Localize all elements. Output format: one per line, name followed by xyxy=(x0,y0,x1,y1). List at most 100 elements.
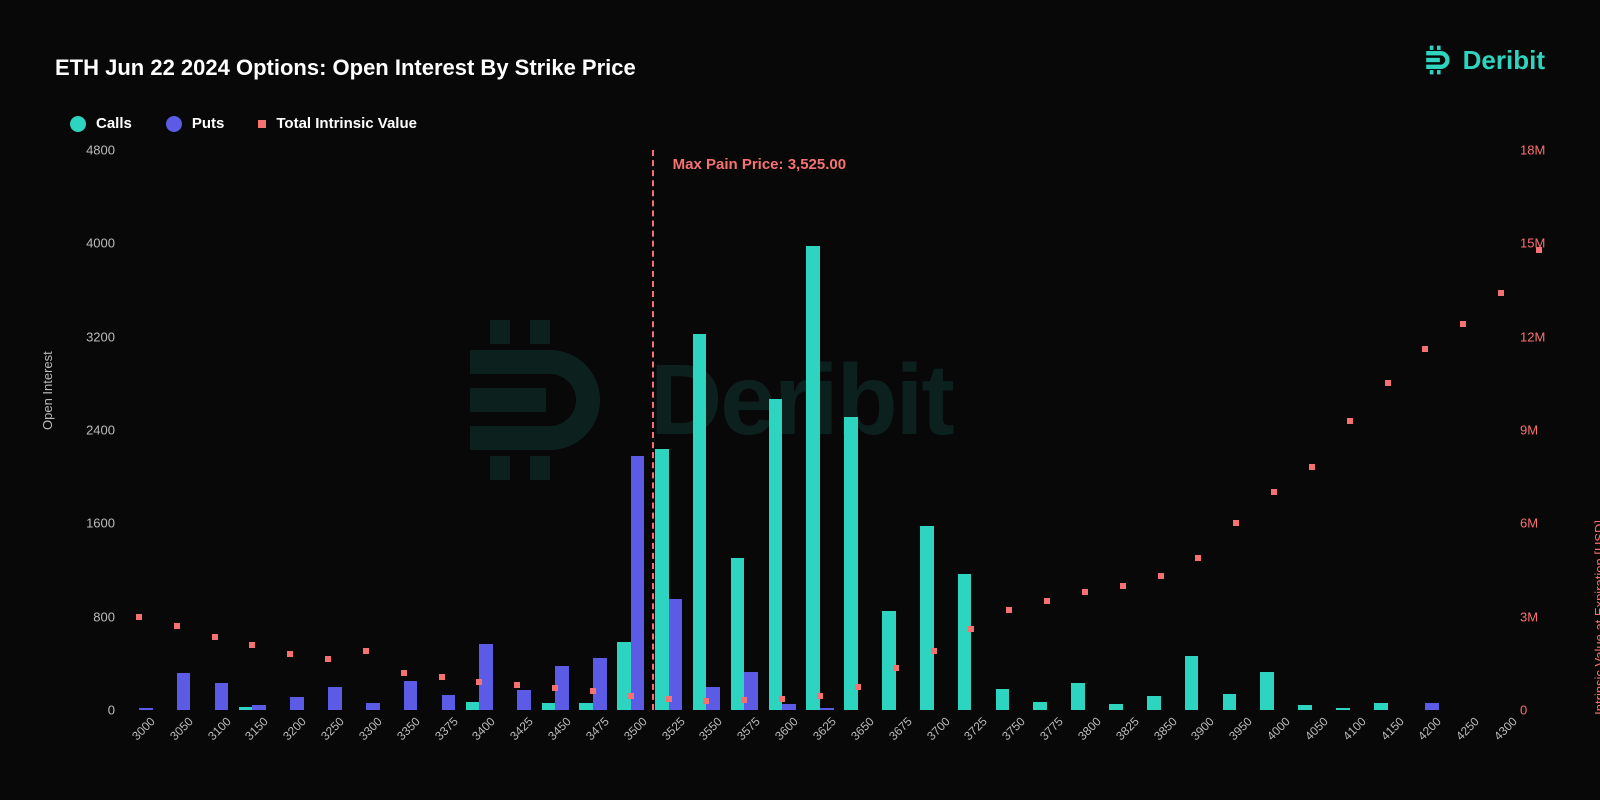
intrinsic-point xyxy=(439,674,445,680)
bar-call xyxy=(542,703,556,710)
intrinsic-point xyxy=(363,648,369,654)
bar-call xyxy=(1185,656,1199,710)
y-right-tick: 15M xyxy=(1520,236,1565,251)
bar-put xyxy=(139,708,153,710)
intrinsic-point xyxy=(1347,418,1353,424)
intrinsic-point xyxy=(855,684,861,690)
x-tick: 3550 xyxy=(697,714,726,743)
bar-put xyxy=(1425,703,1439,710)
x-tick: 3700 xyxy=(924,714,953,743)
intrinsic-point xyxy=(287,651,293,657)
y-left-ticks: 080016002400320040004800 xyxy=(70,150,115,710)
intrinsic-point xyxy=(893,665,899,671)
y-left-tick: 0 xyxy=(70,703,115,718)
bar-put xyxy=(252,705,266,710)
intrinsic-point xyxy=(779,696,785,702)
intrinsic-point xyxy=(136,614,142,620)
plot-area: Max Pain Price: 3,525.00 xyxy=(120,150,1520,710)
intrinsic-point xyxy=(590,688,596,694)
x-tick: 3675 xyxy=(886,714,915,743)
x-tick: 3400 xyxy=(470,714,499,743)
bar-call xyxy=(655,449,669,710)
y-left-tick: 2400 xyxy=(70,423,115,438)
y-right-axis-label: Intrinsic Value at Expiration [USD] xyxy=(1592,520,1600,715)
y-right-ticks: 03M6M9M12M15M18M xyxy=(1520,150,1565,710)
bar-call xyxy=(579,703,593,710)
bar-put xyxy=(215,683,229,710)
bar-call xyxy=(239,707,253,711)
x-tick: 4100 xyxy=(1340,714,1369,743)
intrinsic-point xyxy=(1271,489,1277,495)
intrinsic-point xyxy=(968,626,974,632)
x-tick: 4300 xyxy=(1491,714,1520,743)
intrinsic-point xyxy=(514,682,520,688)
y-right-tick: 9M xyxy=(1520,423,1565,438)
legend-calls-swatch xyxy=(70,116,86,132)
intrinsic-point xyxy=(1536,247,1542,253)
bar-call xyxy=(769,399,783,711)
x-tick: 4200 xyxy=(1415,714,1444,743)
x-tick: 3425 xyxy=(507,714,536,743)
x-tick: 3050 xyxy=(167,714,196,743)
x-tick: 3500 xyxy=(621,714,650,743)
bar-put xyxy=(631,456,645,710)
bar-put xyxy=(290,697,304,710)
intrinsic-point xyxy=(1082,589,1088,595)
x-tick: 3850 xyxy=(1151,714,1180,743)
x-tick: 3525 xyxy=(659,714,688,743)
legend-intrinsic: Total Intrinsic Value xyxy=(258,115,417,132)
x-tick: 3000 xyxy=(129,714,158,743)
y-left-tick: 3200 xyxy=(70,329,115,344)
x-tick: 4150 xyxy=(1378,714,1407,743)
intrinsic-point xyxy=(552,685,558,691)
deribit-icon xyxy=(1419,42,1455,78)
bar-call xyxy=(882,611,896,710)
intrinsic-point xyxy=(1044,598,1050,604)
x-tick: 3575 xyxy=(734,714,763,743)
x-tick: 3600 xyxy=(772,714,801,743)
brand-name: Deribit xyxy=(1463,45,1545,76)
y-left-tick: 4800 xyxy=(70,143,115,158)
bar-put xyxy=(366,703,380,710)
bar-put xyxy=(593,658,607,711)
bar-call xyxy=(617,642,631,710)
y-left-tick: 4000 xyxy=(70,236,115,251)
intrinsic-point xyxy=(1233,520,1239,526)
x-tick: 3775 xyxy=(1037,714,1066,743)
legend-puts: Puts xyxy=(166,115,225,132)
bar-put xyxy=(782,704,796,710)
intrinsic-point xyxy=(1498,290,1504,296)
intrinsic-point xyxy=(1309,464,1315,470)
x-tick: 3900 xyxy=(1188,714,1217,743)
bar-call xyxy=(920,526,934,710)
x-tick: 3300 xyxy=(356,714,385,743)
intrinsic-point xyxy=(628,693,634,699)
bar-call xyxy=(1147,696,1161,710)
x-tick: 3950 xyxy=(1226,714,1255,743)
max-pain-line xyxy=(652,150,654,710)
intrinsic-point xyxy=(1460,321,1466,327)
legend-intrinsic-label: Total Intrinsic Value xyxy=(276,115,417,132)
y-left-axis-label: Open Interest xyxy=(40,351,55,430)
legend-puts-label: Puts xyxy=(192,115,225,132)
x-tick: 3650 xyxy=(848,714,877,743)
intrinsic-point xyxy=(666,696,672,702)
y-right-tick: 18M xyxy=(1520,143,1565,158)
bar-call xyxy=(1109,704,1123,710)
bar-call xyxy=(806,246,820,710)
intrinsic-point xyxy=(931,648,937,654)
intrinsic-point xyxy=(1006,607,1012,613)
legend-calls: Calls xyxy=(70,115,132,132)
intrinsic-point xyxy=(741,697,747,703)
bar-put xyxy=(479,644,493,711)
y-right-tick: 3M xyxy=(1520,609,1565,624)
intrinsic-point xyxy=(174,623,180,629)
x-tick: 3825 xyxy=(1113,714,1142,743)
intrinsic-point xyxy=(1158,573,1164,579)
y-right-tick: 12M xyxy=(1520,329,1565,344)
y-right-tick: 0 xyxy=(1520,703,1565,718)
bar-call xyxy=(731,558,745,710)
intrinsic-point xyxy=(212,634,218,640)
bar-call xyxy=(1071,683,1085,710)
intrinsic-point xyxy=(401,670,407,676)
